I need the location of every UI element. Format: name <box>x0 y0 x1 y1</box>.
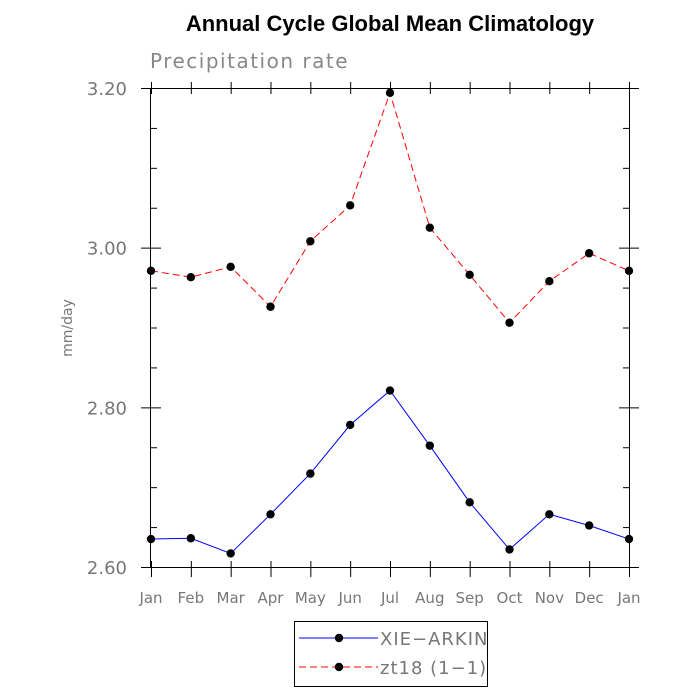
data-point-1 <box>345 201 355 210</box>
legend-label-0: XIE−ARKIN <box>380 629 489 650</box>
data-point-0 <box>624 534 634 544</box>
data-point-0 <box>306 469 315 478</box>
x-tick-label: Sep <box>456 589 484 607</box>
x-tick-label: Jun <box>337 589 361 607</box>
x-tick-label: May <box>295 589 326 607</box>
data-point-0 <box>425 441 435 450</box>
y-tick-label: 2.80 <box>87 398 127 419</box>
chart-subtitle: Precipitation rate <box>150 49 349 73</box>
legend: XIE−ARKIN zt18 (1−1) <box>294 621 489 687</box>
data-point-1 <box>226 262 235 272</box>
data-point-0 <box>465 498 474 507</box>
x-tick-label: Jan <box>616 589 640 607</box>
data-point-0 <box>226 549 235 558</box>
x-tick-label: Jan <box>138 589 162 607</box>
y-tick-labels: 2.60 2.80 3.00 3.20 <box>87 79 127 579</box>
data-point-1 <box>465 270 474 280</box>
x-tick-label: Nov <box>535 589 564 607</box>
data-point-0 <box>505 545 514 554</box>
data-point-1 <box>624 266 634 276</box>
x-tick-label: Jul <box>380 589 399 607</box>
data-point-1 <box>186 273 196 282</box>
legend-box <box>294 621 488 687</box>
data-point-1 <box>545 276 554 286</box>
x-tick-label: Oct <box>497 589 523 607</box>
y-tick-label: 2.60 <box>87 558 127 579</box>
data-point-0 <box>345 420 355 430</box>
data-point-1 <box>584 249 594 258</box>
data-point-0 <box>186 534 196 543</box>
data-point-0 <box>584 521 594 530</box>
x-tick-label: Mar <box>217 589 246 607</box>
data-point-1 <box>385 88 395 97</box>
series-line-1 <box>150 91 630 324</box>
chart-title: Annual Cycle Global Mean Climatology <box>186 11 595 36</box>
y-axis-label: mm/day <box>60 299 76 357</box>
data-point-1 <box>146 266 156 276</box>
data-point-1 <box>266 302 275 311</box>
data-point-0 <box>385 386 395 395</box>
legend-marker-0 <box>334 633 344 643</box>
data-point-0 <box>146 534 156 544</box>
x-tick-labels: Jan Feb Mar Apr May Jun Jul Aug Sep Oct Nov Dec Jan <box>138 589 640 607</box>
y-tick-label: 3.20 <box>87 79 127 100</box>
axis-ticks <box>141 82 639 577</box>
y-tick-label: 3.00 <box>87 239 127 260</box>
data-point-1 <box>306 237 315 246</box>
series-layer <box>146 88 634 558</box>
legend-items: XIE−ARKIN zt18 (1−1) <box>299 629 489 679</box>
data-point-1 <box>425 223 435 232</box>
series-line-0 <box>150 389 630 555</box>
x-tick-label: Apr <box>258 589 285 607</box>
legend-label-1: zt18 (1−1) <box>380 658 487 679</box>
data-point-1 <box>505 318 514 327</box>
x-tick-label: Aug <box>415 589 444 607</box>
data-point-0 <box>545 510 554 519</box>
x-tick-label: Dec <box>575 589 604 607</box>
data-point-0 <box>266 510 275 519</box>
plot-area-frame <box>150 88 630 568</box>
x-tick-label: Feb <box>178 589 205 607</box>
legend-marker-1 <box>334 662 344 672</box>
